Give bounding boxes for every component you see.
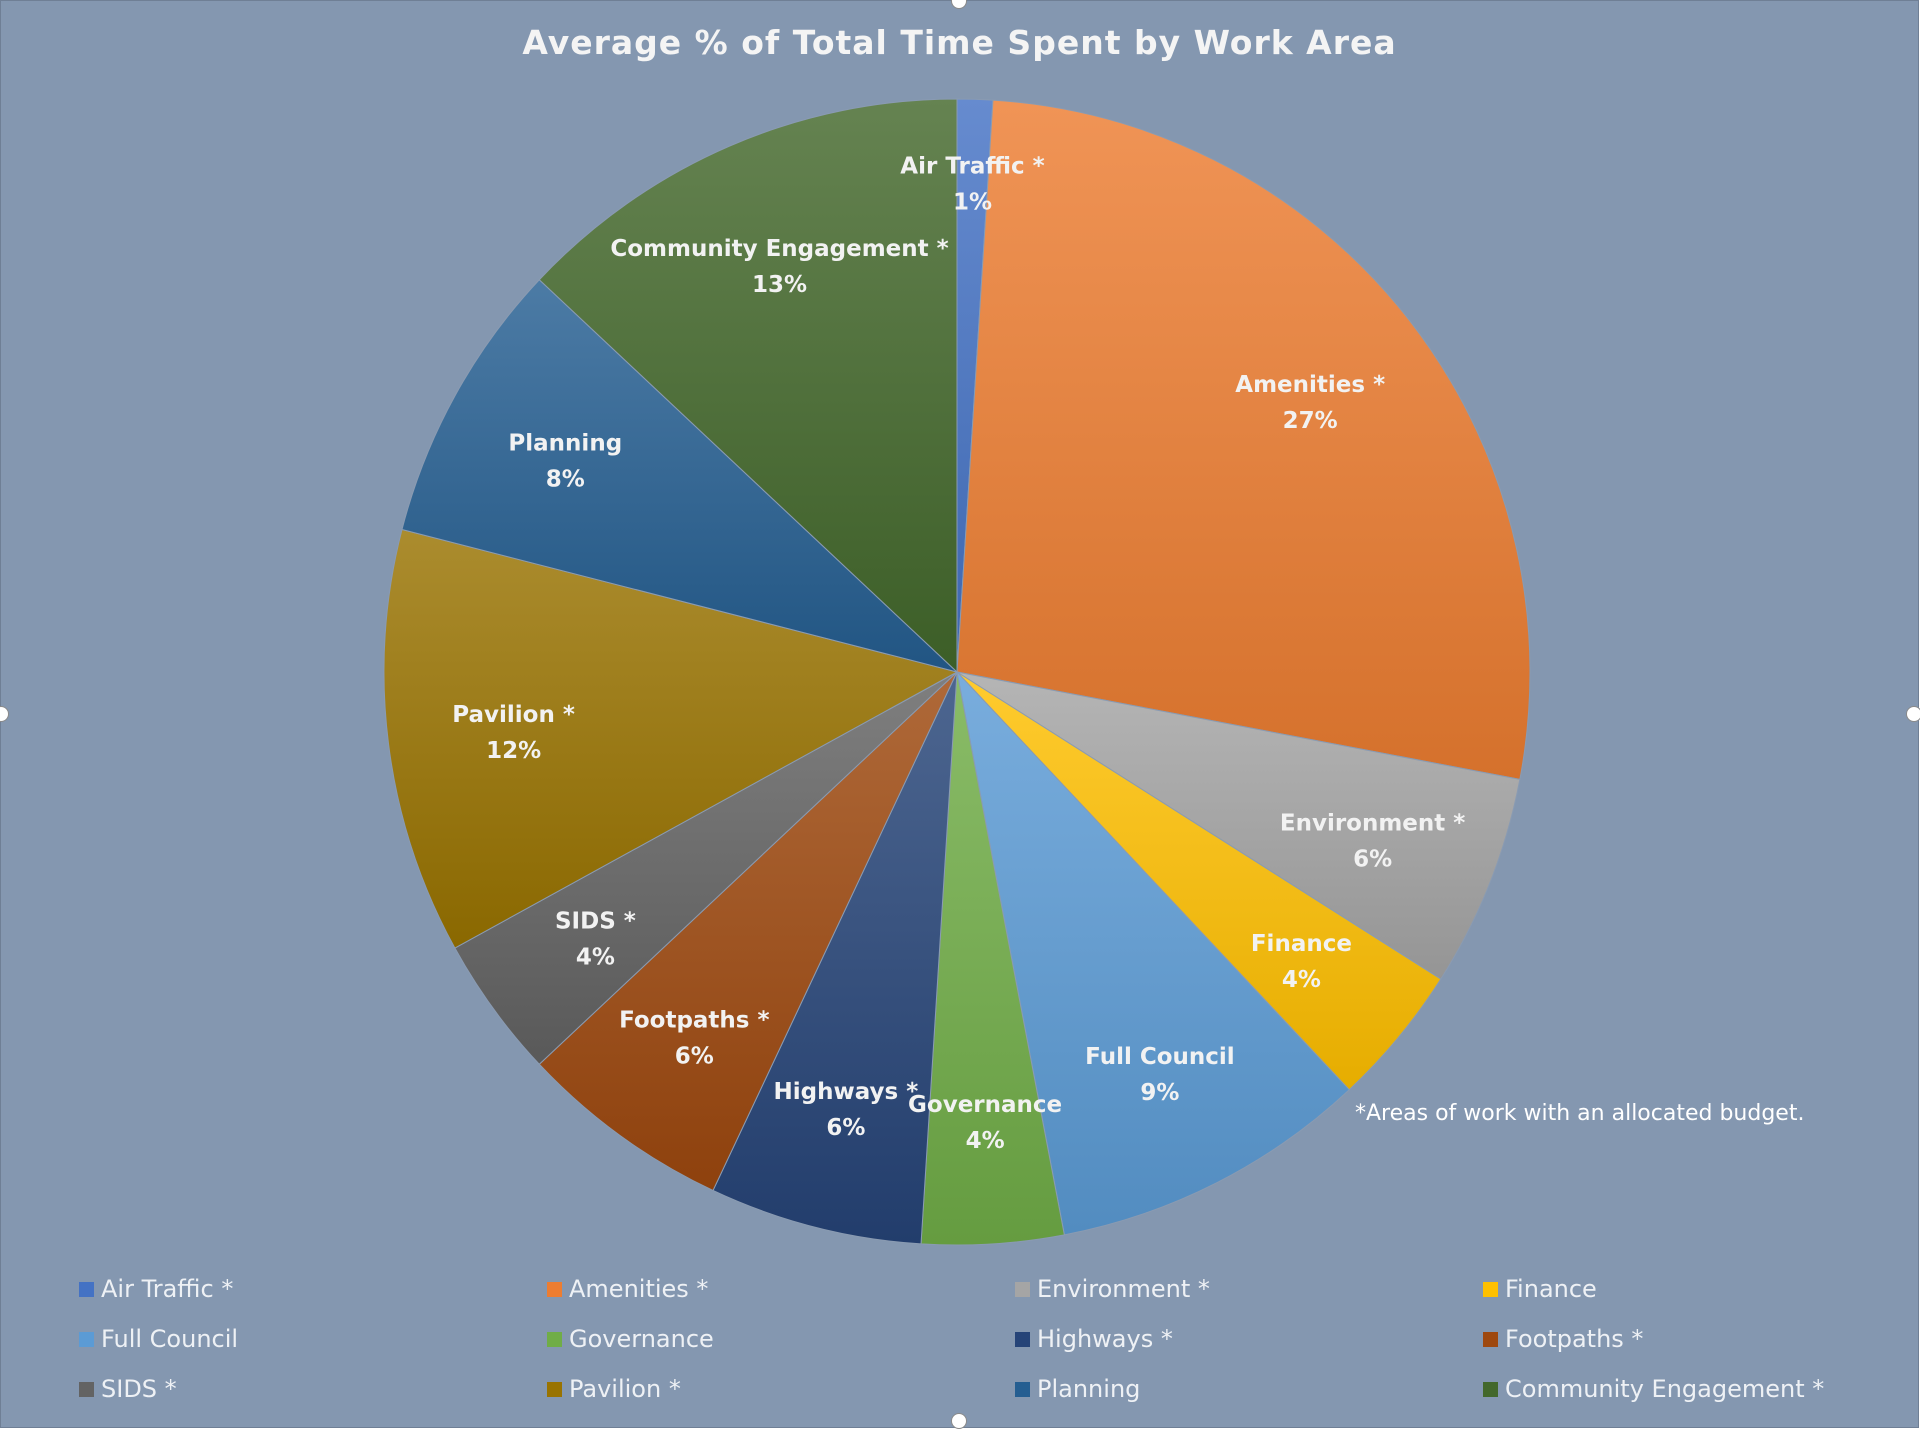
legend-item[interactable]: Highways * — [1015, 1314, 1483, 1364]
legend-label: Planning — [1037, 1375, 1141, 1403]
legend-swatch — [79, 1281, 94, 1297]
legend-item[interactable]: Planning — [1015, 1364, 1483, 1414]
legend-item[interactable]: Community Engagement * — [1483, 1364, 1883, 1414]
legend-label: Full Council — [101, 1325, 239, 1353]
data-label-value: 6% — [1353, 847, 1392, 873]
legend-label: Governance — [569, 1325, 714, 1353]
data-label-value: 1% — [953, 190, 992, 216]
data-label-value: 4% — [576, 945, 615, 971]
data-label-name: Governance — [908, 1092, 1062, 1118]
legend-swatch — [547, 1381, 562, 1397]
legend-swatch — [79, 1381, 94, 1397]
pie-slice-planning[interactable] — [401, 279, 958, 673]
legend-swatch — [547, 1331, 562, 1347]
legend-item[interactable]: Full Council — [79, 1314, 547, 1364]
legend-label: Air Traffic * — [101, 1275, 234, 1303]
legend-label: Community Engagement * — [1505, 1375, 1825, 1403]
legend-label: Highways * — [1037, 1325, 1173, 1353]
data-label-name: Footpaths * — [619, 1008, 769, 1034]
legend-item[interactable]: SIDS * — [79, 1364, 547, 1414]
legend-item[interactable]: Governance — [547, 1314, 1015, 1364]
legend-swatch — [1483, 1331, 1498, 1347]
legend-swatch — [1015, 1331, 1030, 1347]
data-label-name: Planning — [508, 431, 622, 457]
pie-slice-environment[interactable] — [956, 671, 1521, 980]
data-label-value: 6% — [826, 1115, 865, 1141]
data-label-name: Community Engagement * — [610, 236, 948, 262]
data-label-name: Air Traffic * — [900, 154, 1044, 180]
chart-footnote: *Areas of work with an allocated budget. — [1355, 1101, 1805, 1126]
legend-item[interactable]: Environment * — [1015, 1264, 1483, 1314]
legend-label: SIDS * — [101, 1375, 177, 1403]
data-label-value: 8% — [546, 467, 585, 493]
data-label-name: Environment * — [1280, 811, 1465, 837]
pie-slice-highways[interactable] — [712, 671, 958, 1245]
legend-swatch — [79, 1331, 94, 1347]
pie-slice-community-engagement[interactable] — [538, 98, 958, 674]
legend-item[interactable]: Air Traffic * — [79, 1264, 547, 1314]
legend-item[interactable]: Footpaths * — [1483, 1314, 1883, 1364]
data-label-name: Highways * — [774, 1079, 919, 1105]
data-label-value: 4% — [966, 1128, 1005, 1154]
legend-swatch — [1015, 1381, 1030, 1397]
legend-item[interactable]: Pavilion * — [547, 1364, 1015, 1414]
data-label-name: SIDS * — [555, 909, 636, 935]
legend-swatch — [1015, 1281, 1030, 1297]
data-label-name: Full Council — [1085, 1044, 1235, 1070]
data-label-value: 12% — [486, 738, 541, 764]
legend: Air Traffic * Amenities * Environment * Fin… — [79, 1264, 1899, 1414]
resize-handle-right[interactable] — [1906, 706, 1920, 722]
data-label-value: 27% — [1283, 408, 1338, 434]
legend-swatch — [1483, 1381, 1498, 1397]
pie-slice-footpaths[interactable] — [538, 671, 958, 1192]
legend-item[interactable]: Finance — [1483, 1264, 1883, 1314]
legend-label: Amenities * — [569, 1275, 709, 1303]
legend-label: Pavilion * — [569, 1375, 681, 1403]
legend-label: Environment * — [1037, 1275, 1210, 1303]
legend-swatch — [1483, 1281, 1498, 1297]
data-label-name: Amenities * — [1235, 372, 1385, 398]
legend-swatch — [547, 1281, 562, 1297]
data-label-name: Finance — [1251, 931, 1352, 957]
data-label-value: 13% — [752, 272, 807, 298]
chart-title: Average % of Total Time Spent by Work Ar… — [522, 23, 1397, 62]
pie-slice-full-council[interactable] — [956, 670, 1350, 1236]
pie-slice-pavilion[interactable] — [383, 528, 959, 949]
data-label-value: 4% — [1282, 967, 1321, 993]
data-label-name: Pavilion * — [452, 702, 575, 728]
resize-handle-bottom[interactable] — [951, 1413, 967, 1429]
legend-item[interactable]: Amenities * — [547, 1264, 1015, 1314]
legend-label: Finance — [1505, 1275, 1597, 1303]
data-label-value: 6% — [675, 1044, 714, 1070]
data-label-value: 9% — [1140, 1080, 1179, 1106]
legend-label: Footpaths * — [1505, 1325, 1644, 1353]
pie-slice-amenities[interactable] — [956, 99, 1531, 780]
